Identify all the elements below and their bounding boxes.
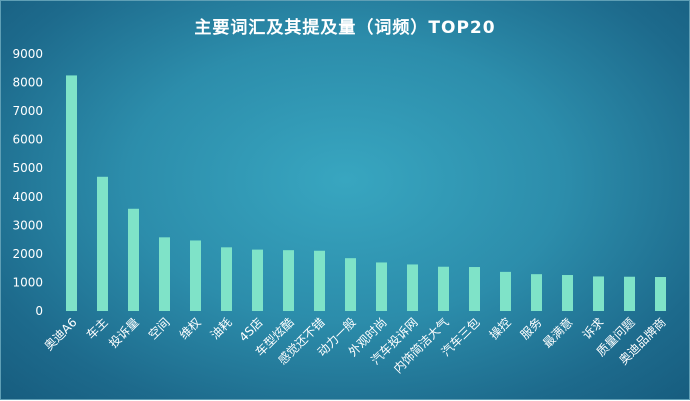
bar	[252, 249, 263, 311]
x-tick-label: 操控	[486, 315, 514, 343]
bar	[438, 266, 449, 311]
y-tick-label: 0	[35, 304, 43, 318]
bar	[283, 250, 294, 311]
x-tick-label: 服务	[517, 315, 545, 343]
bar	[376, 262, 387, 311]
bar	[128, 208, 139, 311]
bar	[345, 258, 356, 311]
y-tick-label: 7000	[12, 104, 43, 118]
y-tick-label: 1000	[12, 275, 43, 289]
y-tick-label: 5000	[12, 161, 43, 175]
y-tick-label: 2000	[12, 247, 43, 261]
x-tick-label: 空间	[146, 315, 173, 342]
bar	[531, 274, 542, 311]
x-tick-label: 诉求	[580, 315, 607, 342]
x-tick-label: 维权	[177, 315, 204, 342]
bar	[500, 271, 511, 311]
bar	[593, 276, 604, 311]
y-tick-label: 4000	[12, 190, 43, 204]
x-tick-label: 车主	[83, 315, 111, 343]
x-tick-label: 最满意	[540, 315, 576, 351]
x-tick-label: 油耗	[208, 315, 235, 342]
bar	[221, 247, 232, 311]
chart-title: 主要词汇及其提及量（词频）TOP20	[194, 18, 496, 38]
y-axis-ticks: 0 1000 2000 3000 4000 5000 6000 7000 8000 9000	[12, 47, 43, 318]
bar	[314, 250, 325, 311]
bar	[469, 267, 480, 311]
y-tick-label: 8000	[12, 76, 43, 90]
bar	[66, 75, 77, 312]
x-tick-label: 奥迪A6	[42, 315, 80, 353]
bar	[407, 264, 418, 311]
y-tick-label: 9000	[12, 47, 43, 61]
bar	[562, 275, 573, 311]
bar	[624, 276, 635, 311]
bar	[655, 277, 666, 311]
bar	[190, 240, 201, 311]
bars	[66, 75, 666, 312]
bar	[159, 237, 170, 311]
y-tick-label: 6000	[12, 133, 43, 147]
y-tick-label: 3000	[12, 218, 43, 232]
bar	[97, 176, 108, 311]
x-tick-label: 投诉量	[106, 315, 142, 351]
